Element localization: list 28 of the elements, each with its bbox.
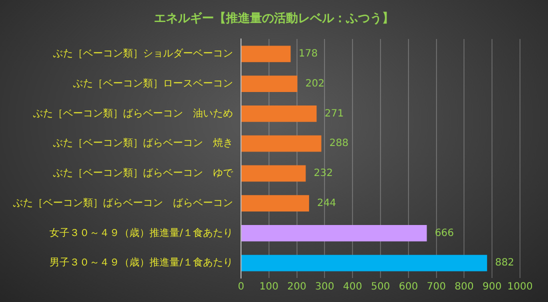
- data-label: 288: [329, 138, 348, 150]
- x-tick-label: 400: [343, 282, 362, 293]
- data-label: 271: [324, 108, 344, 120]
- y-tick-label: ぶた［ベーコン類］ばらベーコン ゆで: [53, 167, 234, 180]
- y-tick-label: ぶた［ベーコン類］ばらベーコン 油いため: [33, 107, 233, 120]
- x-tick-label: 300: [315, 282, 334, 293]
- x-tick-label: 700: [426, 282, 446, 293]
- data-label: 232: [314, 168, 333, 180]
- x-tick-label: 200: [287, 282, 306, 293]
- y-tick-label: ぶた［ベーコン類］ショルダーベーコン: [53, 48, 233, 60]
- x-tick-label: 1000: [507, 282, 533, 293]
- x-tick-label: 600: [398, 282, 418, 293]
- x-tick-label: 100: [259, 282, 278, 293]
- data-label: 882: [495, 258, 514, 269]
- data-label: 178: [298, 48, 318, 60]
- x-tick-label: 500: [370, 282, 390, 293]
- x-tick-label: 800: [454, 282, 474, 293]
- y-tick-label: ぶた［ベーコン類］ばらベーコン 焼き: [53, 137, 233, 150]
- data-label: 202: [305, 78, 324, 90]
- y-tick-label: ぶた［ベーコン類］ロースベーコン: [73, 77, 233, 90]
- chart-title: エネルギー【推進量の活動レベル：ふつう】: [153, 10, 395, 27]
- data-label: 666: [434, 228, 454, 239]
- y-tick-label: 女子３０～４９（歳）推進量/１食あたり: [50, 226, 233, 239]
- data-label: 244: [317, 198, 336, 209]
- x-tick-label: 900: [482, 282, 502, 293]
- y-tick-label: ぶた［ベーコン類］ばらベーコン ばらベーコン: [13, 196, 233, 209]
- x-tick-label: 0: [238, 282, 244, 293]
- y-tick-label: 男子３０～４９（歳）推進量/１食あたり: [50, 256, 233, 269]
